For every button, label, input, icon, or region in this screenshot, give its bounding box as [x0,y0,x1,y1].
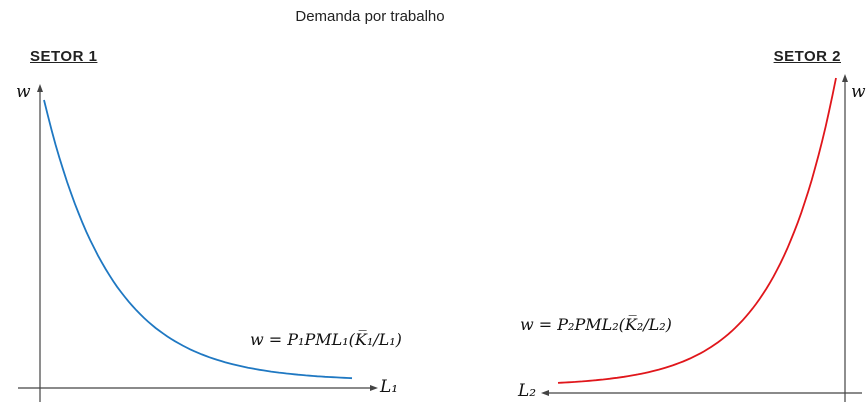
figure-title: Demanda por trabalho [295,8,445,25]
sector1-x-axis-label: L₁ [380,377,399,397]
sector1-equation: w = P₁PML₁(K̅₁/L₁) [250,330,402,349]
sector2-y-axis-label: w [851,82,866,102]
sector2-x-axis-label: L₂ [518,381,537,401]
sector-1-label: SETOR 1 [30,48,98,65]
sector1-demand-curve [43,99,353,380]
sector-2-label: SETOR 2 [773,48,841,65]
sector2-demand-curve [557,77,837,384]
sector2-equation: w = P₂PML₂(K̅₂/L₂) [520,315,672,334]
sector1-y-axis-label: w [16,82,31,102]
